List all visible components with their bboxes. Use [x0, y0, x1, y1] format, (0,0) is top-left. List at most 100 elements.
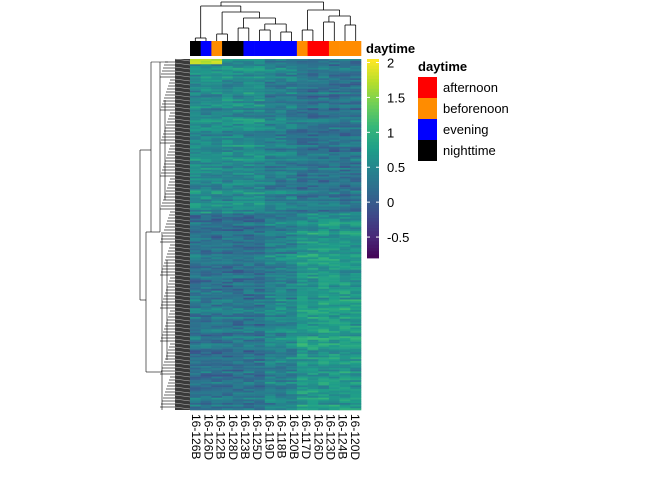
heatmap-cell: [307, 352, 319, 355]
heatmap-cell: [307, 80, 319, 83]
heatmap-cell: [264, 343, 276, 346]
heatmap-cell: [264, 278, 276, 281]
heatmap-cell: [200, 139, 212, 142]
heatmap-cell: [190, 313, 201, 316]
row-label-stub: [174, 178, 191, 182]
heatmap-cell: [254, 374, 266, 377]
heatmap-cell: [286, 94, 298, 97]
heatmap-cell: [296, 255, 308, 258]
heatmap-cell: [318, 132, 330, 135]
heatmap-cell: [339, 246, 351, 249]
heatmap-cell: [264, 106, 276, 109]
heatmap-cell: [286, 230, 298, 234]
heatmap-cell: [243, 88, 255, 91]
colorbar-tick-label: 1: [387, 125, 394, 140]
heatmap-cell: [222, 85, 234, 88]
heatmap-cell: [275, 159, 287, 162]
heatmap-cell: [339, 366, 351, 369]
heatmap-cell: [296, 369, 308, 372]
heatmap-cell: [211, 88, 223, 91]
heatmap-cell: [264, 250, 276, 253]
heatmap-cell: [328, 397, 340, 400]
heatmap-cell: [190, 273, 201, 276]
heatmap-cell: [275, 204, 287, 207]
heatmap-cell: [232, 153, 244, 156]
heatmap-cell: [339, 253, 351, 256]
row-label-stub: [174, 406, 191, 410]
heatmap-cell: [222, 345, 234, 348]
heatmap-cell: [318, 288, 330, 291]
heatmap-cell: [307, 304, 319, 307]
heatmap-cell: [275, 62, 287, 65]
heatmap-cell: [190, 257, 201, 260]
heatmap-cell: [222, 301, 234, 304]
heatmap-cell: [190, 64, 201, 67]
heatmap-cell: [296, 104, 308, 107]
heatmap-cell: [275, 274, 287, 277]
legend-swatch-evening: [418, 119, 437, 140]
heatmap-cell: [339, 188, 351, 191]
heatmap-cell: [243, 357, 255, 360]
heatmap-cell: [243, 331, 255, 334]
heatmap-cell: [200, 250, 212, 253]
heatmap-cell: [339, 164, 351, 167]
row-label-stub: [174, 186, 191, 190]
heatmap-cell: [275, 232, 287, 235]
heatmap-cell: [339, 145, 351, 148]
heatmap-cell: [296, 223, 308, 227]
row-label-stub: [174, 118, 191, 122]
heatmap-cell: [296, 278, 308, 281]
heatmap-cell: [264, 376, 276, 379]
heatmap-cell: [275, 280, 287, 283]
heatmap-cell: [286, 320, 298, 323]
heatmap-cell: [211, 108, 223, 111]
heatmap-cell: [200, 97, 212, 100]
heatmap-cell: [200, 266, 212, 269]
heatmap-cell: [211, 71, 223, 74]
heatmap-cell: [254, 99, 266, 102]
heatmap-cell: [339, 239, 351, 242]
heatmap-cell: [286, 169, 298, 172]
heatmap-cell: [200, 299, 212, 302]
heatmap-cell: [296, 95, 308, 98]
heatmap-cell: [264, 245, 276, 248]
heatmap-cell: [318, 85, 330, 88]
heatmap-cell: [307, 331, 319, 334]
heatmap-cell: [350, 288, 362, 291]
heatmap-cell: [286, 73, 298, 76]
heatmap-cell: [307, 101, 319, 104]
heatmap-cell: [307, 388, 319, 391]
heatmap-cell: [243, 401, 255, 404]
heatmap-cell: [339, 67, 351, 70]
heatmap-cell: [254, 252, 266, 255]
heatmap-cell: [307, 141, 319, 144]
heatmap-cell: [339, 143, 351, 146]
heatmap-cell: [296, 213, 308, 216]
heatmap-cell: [211, 164, 223, 167]
heatmap-cell: [264, 160, 276, 163]
heatmap-cell: [350, 259, 362, 262]
heatmap-cell: [350, 108, 362, 111]
heatmap-cell: [275, 99, 287, 102]
heatmap-cell: [190, 194, 201, 197]
heatmap-cell: [275, 339, 287, 342]
heatmap-cell: [254, 213, 266, 216]
heatmap-cell: [350, 64, 362, 67]
heatmap-cell: [275, 92, 287, 95]
heatmap-cell: [286, 388, 298, 391]
row-label-stub: [174, 182, 191, 186]
row-label-stub: [174, 294, 191, 298]
heatmap-cell: [350, 62, 362, 65]
heatmap-cell: [264, 378, 276, 381]
annotation-cell-afternoon: [318, 41, 330, 56]
heatmap-cell: [307, 364, 319, 367]
heatmap-cell: [328, 201, 340, 204]
heatmap-cell: [222, 408, 234, 411]
heatmap-cell: [232, 113, 244, 116]
heatmap-cell: [211, 364, 223, 367]
heatmap-cell: [296, 387, 308, 390]
heatmap-cell: [318, 87, 330, 90]
heatmap-cell: [350, 73, 362, 76]
heatmap-cell: [232, 371, 244, 374]
heatmap-cell: [200, 167, 212, 170]
